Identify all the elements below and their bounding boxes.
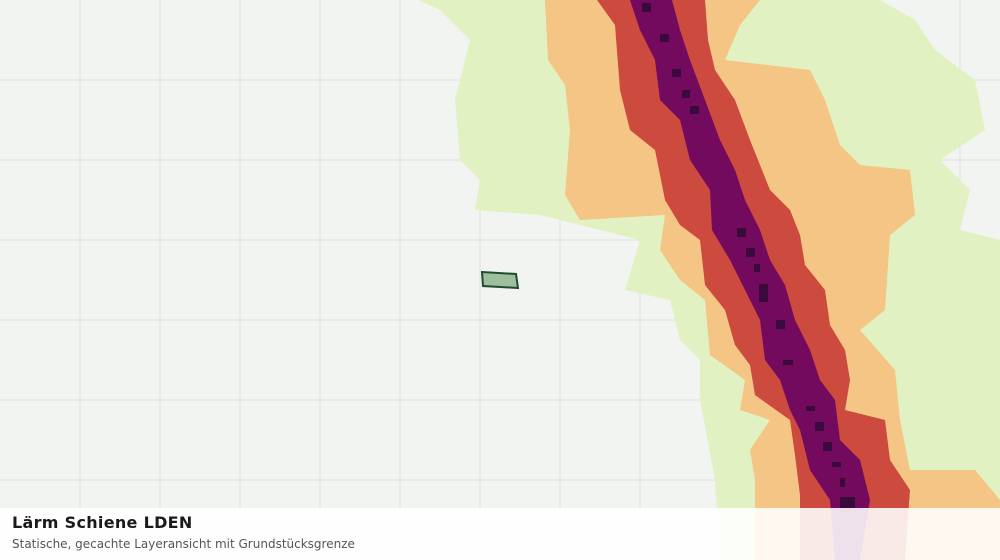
noise-zone-extreme (642, 3, 855, 509)
noise-zone-very-high (630, 0, 870, 560)
parcel-boundary (480, 270, 520, 290)
info-panel: Lärm Schiene LDEN Statische, gecachte La… (0, 508, 1000, 560)
layer-title: Lärm Schiene LDEN (12, 513, 193, 532)
layer-subtitle: Statische, gecachte Layeransicht mit Gru… (12, 537, 355, 551)
